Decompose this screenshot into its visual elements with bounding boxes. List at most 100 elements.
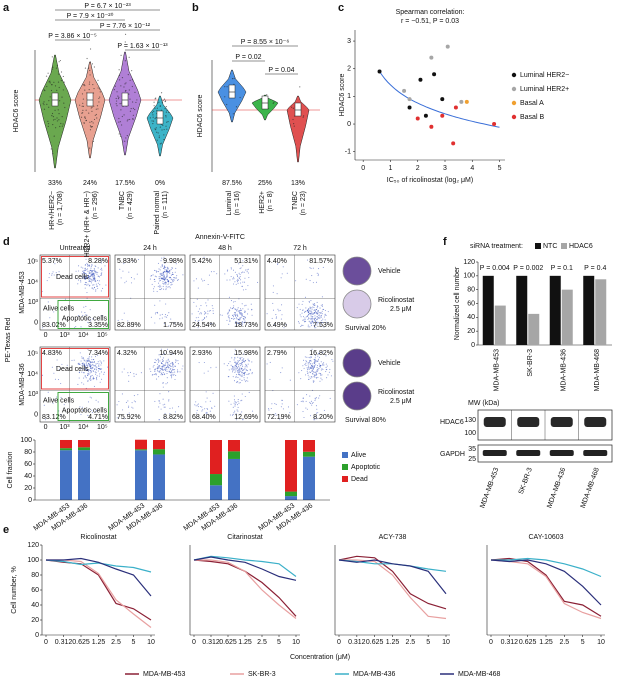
x-tick-label: 5: [581, 639, 585, 646]
event-dot: [74, 327, 76, 329]
event-dot: [162, 278, 164, 280]
event-dot: [317, 310, 320, 312]
event-dot: [305, 407, 307, 409]
event-dot: [155, 312, 157, 314]
event-dot: [170, 365, 172, 367]
event-dot: [166, 271, 168, 273]
p-value: P = 3.86 × 10⁻⁵: [48, 33, 97, 40]
event-dot: [156, 367, 158, 369]
event-dot: [52, 271, 54, 273]
series-line: [338, 555, 447, 610]
jitter-dot: [99, 96, 101, 98]
event-dot: [313, 367, 315, 369]
event-dot: [240, 267, 242, 269]
event-dot: [159, 269, 161, 271]
event-dot: [234, 281, 236, 283]
event-dot: [86, 268, 89, 270]
event-dot: [205, 401, 207, 403]
event-dot: [313, 365, 316, 367]
event-dot: [320, 315, 322, 317]
jitter-dot: [82, 98, 85, 100]
event-dot: [87, 283, 89, 285]
jitter-dot: [63, 102, 65, 104]
event-dot: [301, 312, 303, 314]
p-value: P = 7.76 × 10⁻¹²: [100, 23, 151, 30]
event-dot: [165, 278, 167, 280]
legend-marker: [511, 72, 517, 78]
event-dot: [318, 356, 321, 359]
event-dot: [232, 301, 235, 303]
event-dot: [319, 380, 321, 382]
quadrant-percent: 9.98%: [163, 258, 183, 265]
event-dot: [159, 274, 161, 276]
jitter-dot: [127, 74, 129, 76]
event-dot: [179, 371, 181, 373]
event-dot: [80, 414, 82, 416]
jitter-dot: [124, 83, 126, 85]
event-dot: [201, 278, 203, 280]
event-dot: [87, 318, 89, 320]
event-dot: [285, 324, 287, 326]
gapdh-band: [583, 450, 608, 456]
event-dot: [167, 266, 169, 268]
event-dot: [197, 287, 199, 289]
event-dot: [54, 378, 56, 380]
event-dot: [230, 268, 232, 270]
event-dot: [309, 357, 311, 359]
n-label: (n = 23): [300, 191, 307, 215]
event-dot: [239, 318, 241, 320]
event-dot: [168, 371, 170, 373]
jitter-dot: [123, 114, 125, 116]
event-dot: [86, 284, 88, 286]
jitter-dot: [226, 86, 228, 88]
event-dot: [237, 279, 239, 281]
quadrant-percent: 18.73%: [234, 322, 258, 329]
event-dot: [281, 314, 283, 316]
jitter-dot: [165, 114, 167, 117]
event-dot: [167, 362, 169, 364]
event-dot: [308, 378, 310, 380]
chart-title: CAY-10603: [528, 534, 563, 541]
jitter-dot: [166, 109, 168, 111]
event-dot: [205, 313, 207, 315]
jitter-dot: [82, 105, 85, 107]
hdac6-band: [550, 417, 573, 427]
jitter-dot: [116, 100, 118, 102]
jitter-dot: [131, 85, 133, 88]
event-dot: [175, 359, 177, 361]
event-dot: [283, 327, 285, 329]
jitter-dot: [121, 115, 123, 118]
series-line: [338, 559, 447, 595]
jitter-dot: [164, 107, 166, 110]
event-dot: [100, 364, 102, 366]
event-dot: [306, 310, 308, 312]
event-dot: [208, 274, 211, 276]
dead-gate: [41, 348, 109, 390]
event-dot: [171, 283, 173, 286]
event-dot: [170, 284, 172, 286]
event-dot: [311, 319, 313, 321]
event-dot: [318, 363, 320, 365]
jitter-dot: [302, 116, 304, 118]
event-dot: [241, 323, 243, 325]
event-dot: [237, 360, 239, 362]
event-dot: [100, 290, 102, 292]
event-dot: [166, 272, 168, 274]
event-dot: [87, 374, 89, 376]
event-dot: [308, 308, 310, 310]
violin: [286, 95, 310, 163]
legend-label: MDA-MB-453: [143, 671, 186, 678]
event-dot: [81, 362, 83, 365]
bar-segment: [228, 451, 240, 459]
bar-segment: [60, 450, 72, 500]
event-dot: [233, 367, 235, 369]
jitter-dot: [82, 109, 84, 112]
jitter-dot: [118, 121, 120, 123]
event-dot: [244, 310, 246, 312]
event-dot: [279, 309, 281, 311]
event-dot: [234, 357, 236, 359]
event-dot: [93, 287, 96, 289]
event-dot: [275, 403, 277, 405]
y-tick-label: 20: [31, 617, 39, 624]
apoptotic-gate: [57, 300, 109, 329]
